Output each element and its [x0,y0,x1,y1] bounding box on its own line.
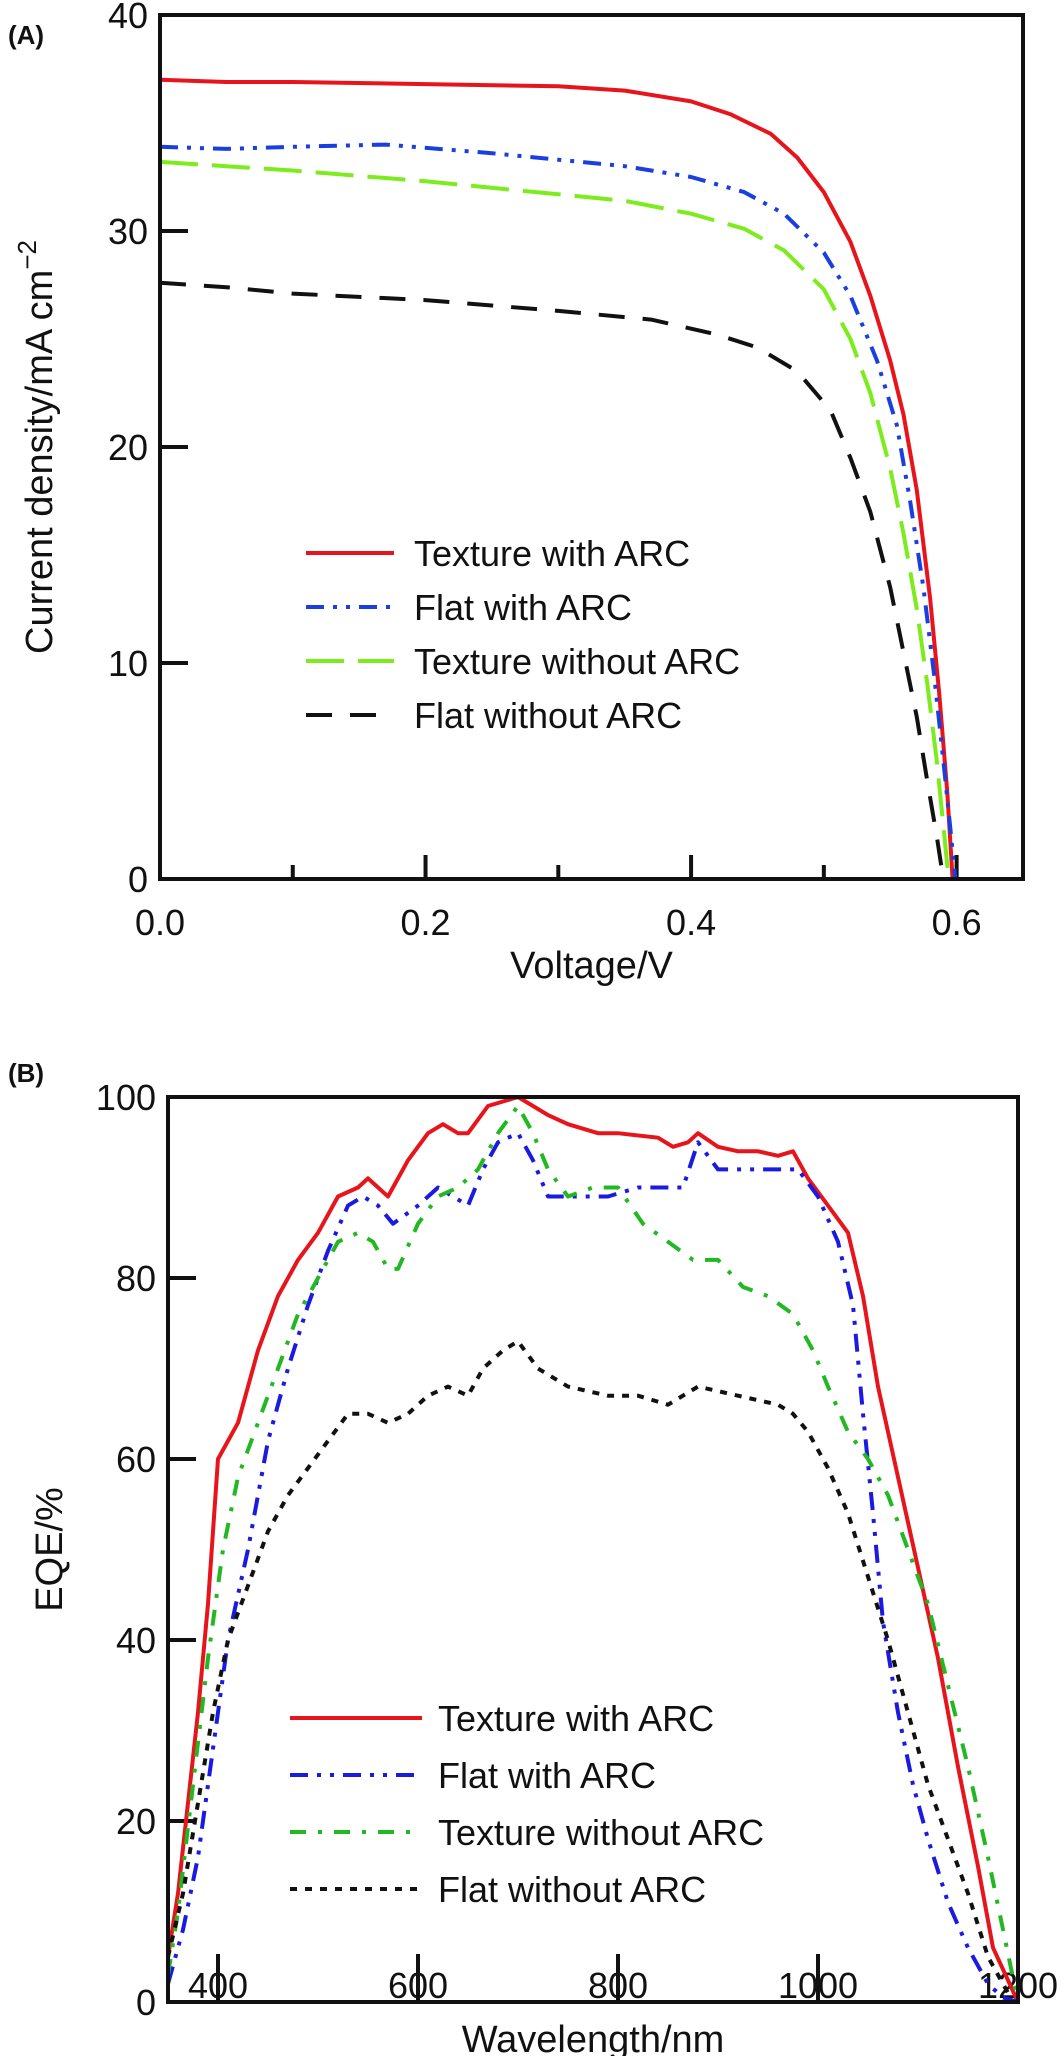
panel-a-y-axis-title-main: Current density/mA cm [19,270,61,654]
legend-label: Texture without ARC [414,641,740,682]
series-line-texture-without-arc [159,159,951,880]
x-tick-label: 800 [588,1965,648,2006]
legend-label: Texture without ARC [438,1812,764,1853]
x-tick-label: 1000 [778,1965,858,2006]
legend-label: Flat without ARC [414,695,682,736]
y-tick-label: 60 [116,1439,156,1480]
panel-b-legend: Texture with ARC Flat with ARC Texture wit… [290,1698,764,1910]
panel-a-y-axis-title: Current density/mA cm−2 [12,240,61,654]
series-line-flat-with-arc [159,142,958,880]
panel-a-series [159,77,958,880]
y-tick-label: 0 [136,1982,156,2023]
y-tick-label: 100 [96,1077,156,1118]
y-tick-label: 20 [116,1801,156,1842]
panel-a-frame [158,13,1025,881]
panel-b-x-axis-title: Wavelength/nm [462,2019,725,2056]
y-tick-label: 0 [128,859,148,900]
panel-a-y-axis-title-superscript: −2 [12,240,42,270]
series-line-flat-without-arc [166,1339,1010,1994]
series-line-texture-without-arc [166,1104,1020,2003]
panel-a: (A) 0 10 20 30 40 0.0 0.2 0.4 0.6 Voltage/V Curr… [8,0,1025,987]
x-tick-label: 0.2 [401,902,451,943]
panel-b-series [166,1095,1020,2004]
y-tick-label: 20 [108,427,148,468]
panel-a-legend: Texture with ARC Flat with ARC Texture wit… [306,533,740,736]
panel-a-x-axis-title: Voltage/V [510,945,673,987]
x-tick-label: 0.4 [666,902,716,943]
legend-label: Flat without ARC [438,1869,706,1910]
legend-label: Texture with ARC [414,533,690,574]
x-tick-label: 400 [188,1965,248,2006]
y-tick-label: 30 [108,211,148,252]
series-line-flat-with-arc [166,1131,1019,2004]
x-tick-label: 0.0 [135,902,185,943]
series-line-texture-with-arc [166,1095,1020,2003]
legend-label: Texture with ARC [438,1698,714,1739]
legend-label: Flat with ARC [414,587,632,628]
y-tick-label: 40 [116,1620,156,1661]
legend-label: Flat with ARC [438,1755,656,1796]
x-tick-label: 0.6 [932,902,982,943]
y-tick-label: 10 [108,643,148,684]
panel-b-label: (B) [8,1058,44,1088]
panel-a-axes: 0 10 20 30 40 0.0 0.2 0.4 0.6 [108,0,982,943]
x-tick-label: 600 [388,1965,448,2006]
panel-a-label: (A) [8,20,44,50]
y-tick-label: 80 [116,1258,156,1299]
series-line-texture-with-arc [159,77,955,880]
series-line-flat-without-arc [159,280,946,880]
panel-b-frame [166,1095,1020,2004]
y-tick-label: 40 [108,0,148,36]
panel-b-y-axis-title: EQE/% [29,1487,71,1612]
